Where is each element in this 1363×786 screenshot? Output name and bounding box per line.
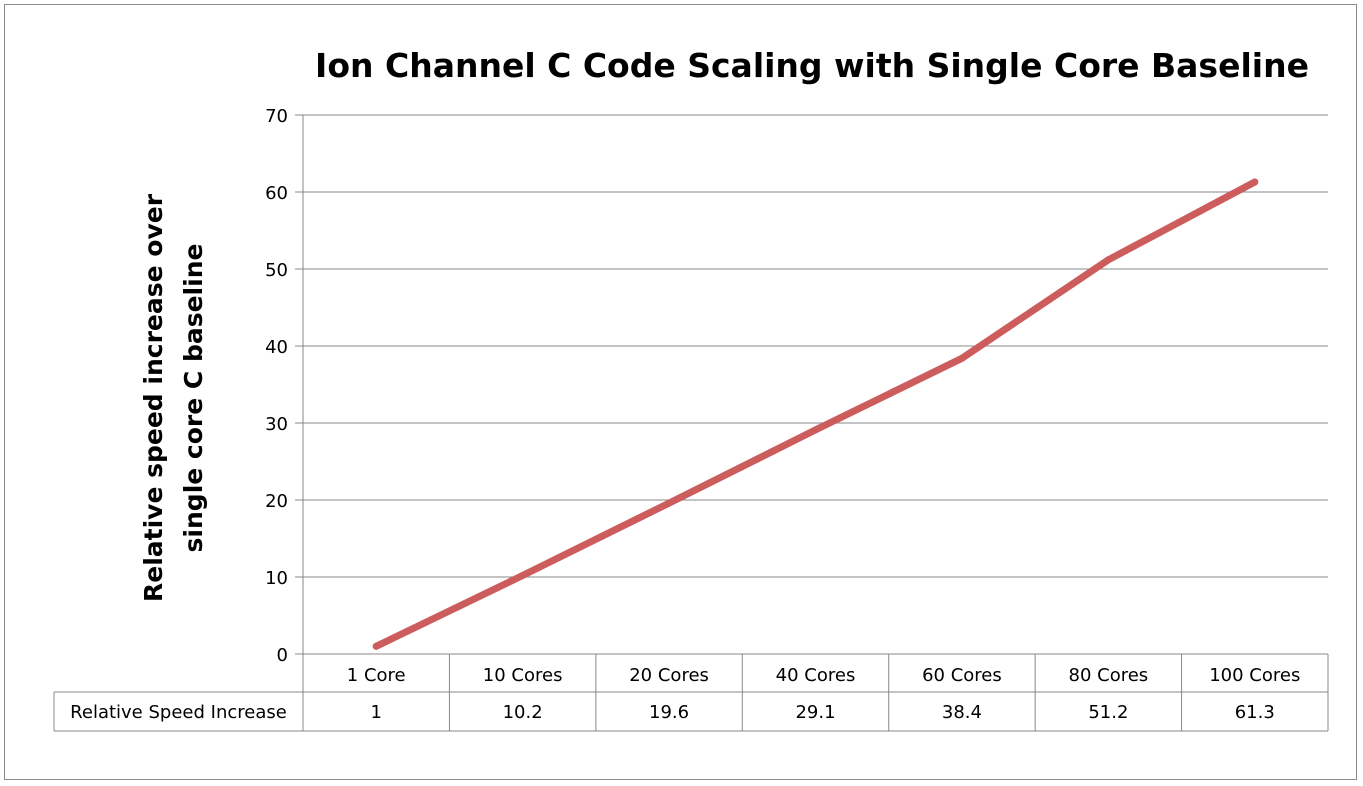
y-axis-ticks: 0 10 20 30 40 50 60 70 xyxy=(265,106,288,666)
data-point xyxy=(812,426,819,434)
y-axis-label-line-1: Relative speed increase over xyxy=(139,193,168,602)
x-category-label: 80 Cores xyxy=(1069,665,1149,686)
chart-frame xyxy=(4,4,1357,780)
x-category-label: 20 Cores xyxy=(629,665,709,686)
table-value-cell: 61.3 xyxy=(1235,702,1275,723)
x-category-label: 60 Cores xyxy=(922,665,1002,686)
x-category-label: 10 Cores xyxy=(483,665,563,686)
data-point xyxy=(1104,256,1112,264)
y-axis-label-line-2: single core C baseline xyxy=(179,244,208,553)
y-tick-label: 10 xyxy=(265,568,288,589)
y-tick-label: 30 xyxy=(265,414,288,435)
x-category-label: 100 Cores xyxy=(1209,665,1300,686)
data-point xyxy=(958,354,966,362)
chart-title: Ion Channel C Code Scaling with Single C… xyxy=(315,46,1309,85)
data-point xyxy=(519,571,527,579)
data-table: 1 Core 10 Cores 20 Cores 40 Cores 60 Cores 80… xyxy=(53,654,1329,732)
x-category-label: 1 Core xyxy=(347,665,406,686)
y-tick-label: 40 xyxy=(265,337,288,358)
data-point xyxy=(665,499,673,507)
table-value-cell: 29.1 xyxy=(795,702,835,723)
table-value-cell: 38.4 xyxy=(942,702,982,723)
table-value-cell: 10.2 xyxy=(503,702,543,723)
y-tick-label: 50 xyxy=(265,260,288,281)
gridlines xyxy=(295,114,1328,731)
x-category-label: 40 Cores xyxy=(776,665,856,686)
table-row-header: Relative Speed Increase xyxy=(70,702,287,723)
series-layer xyxy=(372,178,1259,650)
y-tick-label: 60 xyxy=(265,183,288,204)
y-tick-label: 70 xyxy=(265,106,288,127)
data-point xyxy=(1251,178,1259,186)
table-value-cell: 51.2 xyxy=(1088,702,1128,723)
table-value-cell: 1 xyxy=(370,702,381,723)
table-value-cell: 19.6 xyxy=(649,702,689,723)
data-point xyxy=(372,642,380,650)
y-tick-label: 20 xyxy=(265,491,288,512)
y-tick-label: 0 xyxy=(277,645,288,666)
